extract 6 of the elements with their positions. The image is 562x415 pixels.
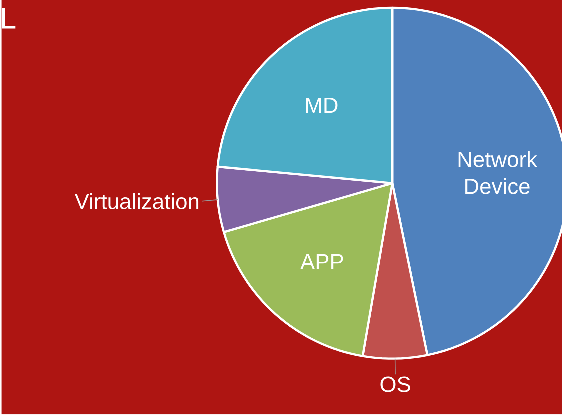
slice-label: OS — [380, 376, 410, 392]
slice-label: APP — [300, 254, 344, 270]
slice-label: MD — [306, 98, 338, 114]
slice-label: Network Device — [458, 151, 538, 195]
chart-title: L — [2, 8, 16, 29]
slice-label: Virtualization — [74, 194, 199, 210]
